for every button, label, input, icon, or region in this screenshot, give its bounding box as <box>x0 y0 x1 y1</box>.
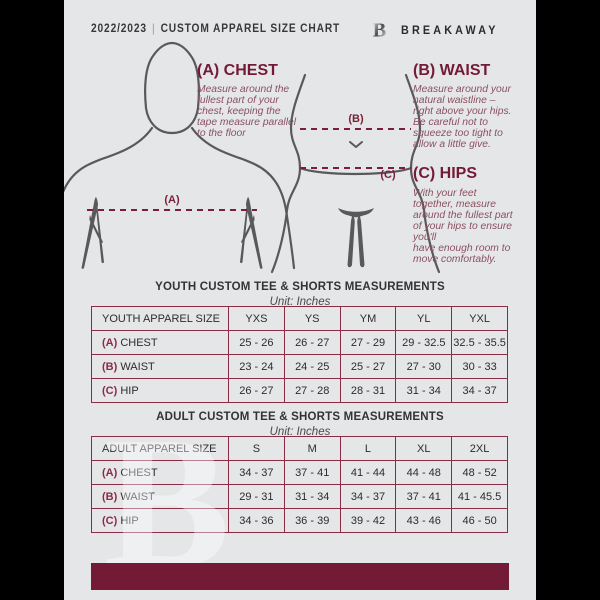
svg-text:(C): (C) <box>380 169 396 181</box>
svg-text:(B): (B) <box>348 113 364 125</box>
